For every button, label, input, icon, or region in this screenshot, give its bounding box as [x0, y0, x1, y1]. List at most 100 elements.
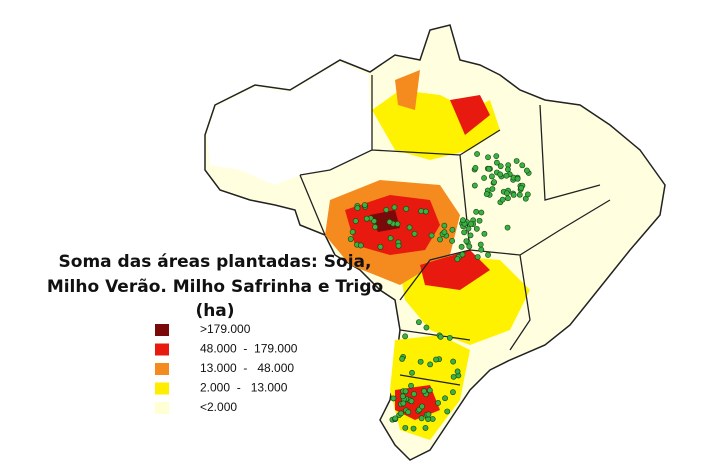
- point: [402, 333, 409, 340]
- point: [441, 229, 448, 236]
- point: [402, 388, 409, 395]
- point: [460, 217, 466, 224]
- point: [409, 369, 415, 376]
- point: [426, 387, 433, 394]
- point: [411, 230, 418, 237]
- point: [458, 243, 465, 250]
- point: [485, 252, 491, 258]
- point: [465, 225, 472, 232]
- point: [400, 400, 407, 407]
- point: [361, 202, 368, 208]
- point: [427, 361, 434, 368]
- point: [454, 368, 461, 375]
- point: [405, 409, 412, 416]
- point: [466, 243, 473, 250]
- point: [503, 190, 510, 197]
- legend-swatch: [155, 363, 169, 375]
- point: [390, 395, 397, 402]
- point: [354, 205, 361, 211]
- point: [399, 393, 406, 400]
- point: [442, 395, 448, 402]
- legend-swatch: [155, 382, 169, 395]
- point: [473, 208, 480, 215]
- point: [417, 358, 424, 365]
- point: [398, 410, 404, 417]
- point: [450, 373, 457, 380]
- point: [523, 167, 530, 174]
- point: [357, 242, 364, 249]
- point: [476, 217, 483, 224]
- point: [493, 159, 500, 166]
- point: [459, 251, 466, 258]
- title: Soma das áreas plantadas: Soja, Milho Ve…: [47, 252, 383, 321]
- sample-points: [347, 151, 532, 432]
- point: [497, 171, 504, 178]
- legend: >179.000 48.000 - 179.000 13.000 - 48.000 2…: [155, 322, 298, 414]
- legend-label: >179.000: [200, 322, 251, 336]
- point: [450, 389, 456, 396]
- orange-region: [395, 70, 420, 110]
- point: [472, 165, 479, 171]
- point: [399, 355, 406, 362]
- point: [383, 207, 390, 213]
- point: [505, 195, 511, 202]
- point: [473, 225, 480, 232]
- point: [437, 333, 444, 340]
- point: [510, 191, 517, 198]
- point: [471, 182, 478, 189]
- point: [478, 209, 485, 216]
- point: [483, 191, 490, 197]
- point: [461, 229, 468, 236]
- point: [516, 191, 523, 198]
- point: [497, 163, 504, 170]
- title-line: (ha): [195, 301, 234, 321]
- point: [406, 224, 413, 231]
- title-line: Soma das áreas plantadas: Soja,: [59, 252, 372, 272]
- point: [421, 388, 427, 395]
- point: [408, 382, 414, 389]
- point: [395, 242, 402, 249]
- point: [518, 185, 525, 191]
- point: [371, 218, 378, 225]
- point: [449, 237, 456, 244]
- point: [403, 205, 410, 212]
- point: [519, 162, 526, 169]
- point: [418, 208, 425, 215]
- point: [491, 179, 498, 186]
- legend-swatch: [155, 343, 169, 356]
- point: [408, 398, 415, 405]
- point: [386, 219, 393, 225]
- point: [422, 425, 429, 431]
- point: [488, 173, 495, 180]
- point: [377, 243, 384, 250]
- point: [437, 236, 443, 243]
- legend-label: 48.000 - 179.000: [200, 342, 298, 356]
- point: [489, 186, 496, 192]
- point: [463, 238, 470, 244]
- point: [415, 319, 422, 326]
- point: [352, 218, 359, 224]
- point: [481, 230, 488, 237]
- point: [410, 425, 417, 432]
- point: [435, 400, 442, 406]
- point: [454, 256, 461, 262]
- point: [423, 324, 430, 331]
- point: [478, 246, 485, 253]
- title-line: Milho Verão. Milho Safrinha e Trigo: [47, 277, 383, 297]
- point: [419, 403, 426, 410]
- point: [441, 222, 448, 229]
- legend-label: 2.000 - 13.000: [200, 381, 288, 395]
- point: [402, 424, 409, 431]
- point: [467, 232, 474, 239]
- point: [347, 236, 354, 242]
- point: [474, 254, 481, 260]
- point: [468, 221, 474, 227]
- point: [450, 358, 457, 365]
- point: [349, 229, 356, 235]
- red-region: [420, 250, 490, 290]
- point: [418, 415, 425, 422]
- point: [505, 166, 511, 173]
- red-region: [450, 95, 490, 135]
- point: [444, 408, 451, 415]
- point: [493, 153, 500, 160]
